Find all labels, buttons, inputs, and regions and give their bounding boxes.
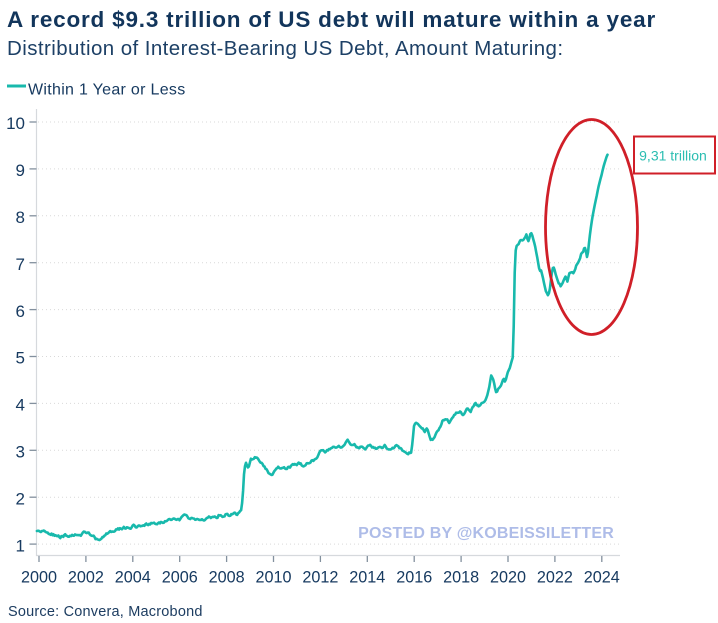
svg-text:2008: 2008 [209, 569, 245, 587]
svg-text:2002: 2002 [68, 569, 104, 587]
svg-text:Distribution of Interest-Beari: Distribution of Interest-Bearing US Debt… [7, 37, 563, 60]
svg-text:1: 1 [16, 536, 25, 555]
svg-text:2018: 2018 [443, 569, 479, 587]
svg-text:2006: 2006 [162, 569, 198, 587]
svg-text:2000: 2000 [21, 569, 57, 587]
svg-text:2012: 2012 [302, 569, 338, 587]
svg-text:6: 6 [16, 302, 25, 321]
svg-text:2022: 2022 [537, 569, 573, 587]
svg-text:5: 5 [16, 349, 25, 368]
svg-text:A record $9.3 trillion of US d: A record $9.3 trillion of US debt will m… [7, 7, 656, 32]
svg-text:POSTED BY @KOBEISSILETTER: POSTED BY @KOBEISSILETTER [358, 525, 614, 542]
svg-text:7: 7 [16, 255, 25, 274]
svg-text:2016: 2016 [396, 569, 432, 587]
svg-text:9,31 trillion: 9,31 trillion [639, 147, 707, 163]
svg-text:2004: 2004 [115, 569, 151, 587]
svg-text:3: 3 [16, 443, 25, 462]
svg-text:2020: 2020 [490, 569, 526, 587]
svg-text:2024: 2024 [584, 569, 620, 587]
svg-text:10: 10 [6, 114, 25, 133]
svg-text:4: 4 [16, 396, 25, 415]
svg-text:Source: Convera, Macrobond: Source: Convera, Macrobond [8, 604, 203, 620]
svg-text:2: 2 [16, 489, 25, 508]
svg-text:2010: 2010 [255, 569, 291, 587]
svg-text:2014: 2014 [349, 569, 385, 587]
svg-text:Within 1 Year or Less: Within 1 Year or Less [28, 82, 186, 99]
svg-text:9: 9 [16, 161, 25, 180]
svg-text:8: 8 [16, 208, 25, 227]
